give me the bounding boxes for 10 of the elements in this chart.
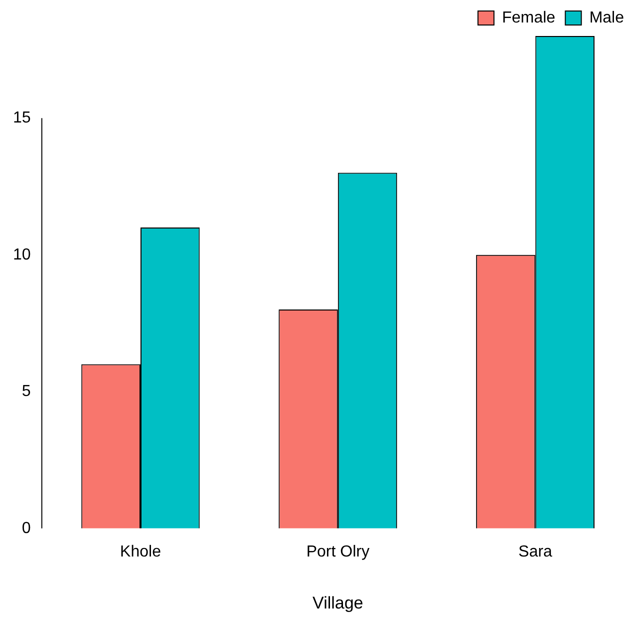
x-tick-label: Khole [120, 543, 162, 560]
y-tick-label: 15 [13, 109, 31, 126]
y-tick-label: 5 [22, 383, 31, 400]
y-tick-label: 10 [13, 246, 31, 264]
x-tick-label: Sara [518, 543, 552, 560]
x-axis-title: Village [312, 593, 364, 612]
legend-label: Male [589, 9, 624, 26]
legend-label: Female [502, 9, 556, 26]
x-tick-label: Port Olry [306, 543, 370, 560]
y-tick-label: 0 [22, 520, 31, 537]
